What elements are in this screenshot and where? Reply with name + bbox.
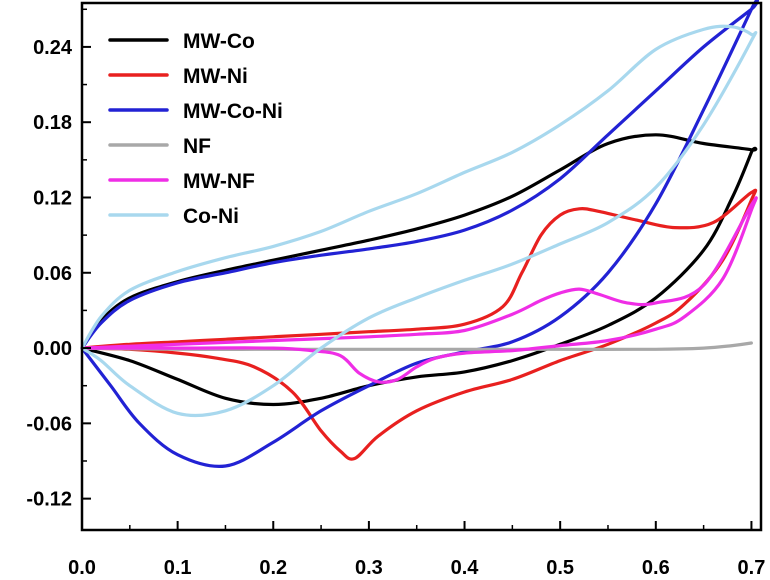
- y-tick-label: 0.24: [33, 37, 73, 59]
- series-line-co-ni: [80, 24, 758, 418]
- x-tick-label: 0.1: [164, 557, 192, 579]
- x-tick-label: 0.6: [642, 557, 670, 579]
- x-tick-label: 0.0: [68, 557, 96, 579]
- legend-label: NF: [183, 135, 211, 158]
- x-tick-label: 0.2: [259, 557, 287, 579]
- y-tick-label: -0.06: [26, 413, 72, 435]
- plot-frame: [80, 1, 763, 532]
- y-tick-label: 0.06: [33, 263, 72, 285]
- axes: 0.0 0.1 0.2 0.3 0.4 0.5 0.6 0.7 -0.12 -0.06 0.00 0.…: [26, 1, 766, 579]
- legend-label: MW-Co-Ni: [183, 100, 283, 123]
- legend: MW-Co MW-Ni MW-Co-Ni NF MW-NF Co-Ni: [108, 30, 283, 228]
- x-tick-label: 0.4: [451, 557, 480, 579]
- series-line-mw-co: [80, 133, 758, 407]
- y-tick-label: 0.00: [33, 338, 72, 360]
- legend-label: Co-Ni: [183, 205, 239, 228]
- legend-label: MW-Ni: [183, 65, 248, 88]
- x-tick-label: 0.7: [738, 557, 766, 579]
- series-line-mw-ni: [80, 188, 758, 461]
- y-tick-label: -0.12: [26, 489, 72, 511]
- x-tick-label: 0.5: [546, 557, 574, 579]
- series-line-mw-nf: [80, 196, 758, 384]
- y-tick-label: 0.12: [33, 187, 72, 209]
- legend-label: MW-Co: [183, 30, 255, 53]
- legend-label: MW-NF: [183, 170, 255, 193]
- y-tick-label: 0.18: [33, 112, 72, 134]
- x-tick-label: 0.3: [355, 557, 383, 579]
